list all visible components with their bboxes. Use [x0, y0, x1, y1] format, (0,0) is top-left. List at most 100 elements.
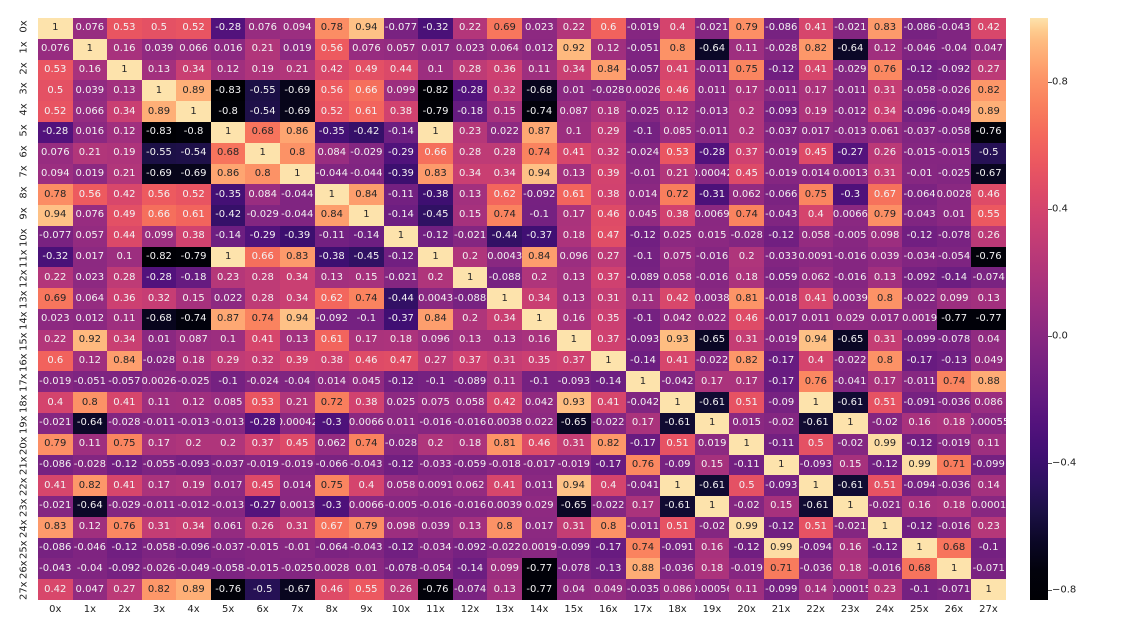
cell-10-8: -0.11 [315, 226, 350, 247]
cell-17-18: -0.042 [660, 371, 695, 392]
heatmap: 10.0760.530.50.52-0.280.0760.0940.780.94… [38, 18, 1006, 600]
cell-16-13: 0.31 [487, 351, 522, 372]
cell-13-14: 0.34 [522, 288, 557, 309]
cell-15-12: 0.13 [453, 330, 488, 351]
cell-0-18: 0.4 [660, 18, 695, 39]
cell-13-24: 0.8 [868, 288, 903, 309]
cell-7-7: 1 [280, 164, 315, 185]
cell-18-21: -0.09 [764, 392, 799, 413]
cell-7-9: -0.044 [349, 164, 384, 185]
cell-4-12: -0.18 [453, 101, 488, 122]
cell-14-26: -0.77 [937, 309, 972, 330]
cell-17-12: -0.089 [453, 371, 488, 392]
cell-3-24: 0.31 [868, 80, 903, 101]
cell-23-27: 0.0001 [971, 496, 1006, 517]
cell-10-0: -0.077 [38, 226, 73, 247]
cell-18-12: 0.058 [453, 392, 488, 413]
cell-17-5: -0.1 [211, 371, 246, 392]
cell-4-6: -0.54 [245, 101, 280, 122]
cell-17-11: -0.1 [418, 371, 453, 392]
cell-5-11: 1 [418, 122, 453, 143]
cell-14-2: 0.11 [107, 309, 142, 330]
cell-18-1: 0.8 [73, 392, 108, 413]
cell-3-10: 0.099 [384, 80, 419, 101]
cell-14-10: -0.37 [384, 309, 419, 330]
cell-2-9: 0.49 [349, 60, 384, 81]
cell-26-10: -0.078 [384, 558, 419, 579]
cell-2-27: 0.27 [971, 60, 1006, 81]
cell-13-2: 0.36 [107, 288, 142, 309]
cell-19-27: 0.00055 [971, 413, 1006, 434]
cell-15-27: 0.04 [971, 330, 1006, 351]
cell-11-23: -0.016 [833, 247, 868, 268]
cell-21-13: -0.018 [487, 455, 522, 476]
cell-6-10: -0.29 [384, 143, 419, 164]
cell-3-4: 0.89 [176, 80, 211, 101]
cell-27-6: -0.5 [245, 579, 280, 600]
cell-21-4: -0.093 [176, 455, 211, 476]
cell-23-4: -0.012 [176, 496, 211, 517]
cell-27-11: -0.76 [418, 579, 453, 600]
cell-6-2: 0.19 [107, 143, 142, 164]
cell-3-6: -0.55 [245, 80, 280, 101]
cell-18-4: 0.12 [176, 392, 211, 413]
cell-22-23: -0.61 [833, 475, 868, 496]
cell-6-6: 1 [245, 143, 280, 164]
cell-22-19: -0.61 [695, 475, 730, 496]
cell-14-20: 0.46 [729, 309, 764, 330]
cell-7-4: -0.69 [176, 164, 211, 185]
cell-6-13: 0.28 [487, 143, 522, 164]
cell-18-9: 0.38 [349, 392, 384, 413]
cell-22-4: 0.19 [176, 475, 211, 496]
cell-26-24: -0.016 [868, 558, 903, 579]
cell-10-18: 0.025 [660, 226, 695, 247]
cell-5-5: 1 [211, 122, 246, 143]
cell-24-5: 0.061 [211, 517, 246, 538]
cell-15-9: 0.17 [349, 330, 384, 351]
cell-1-25: -0.046 [902, 39, 937, 60]
cell-5-3: -0.83 [142, 122, 177, 143]
cell-21-22: -0.093 [799, 455, 834, 476]
x-tick-3: 3x [142, 600, 177, 624]
x-tick-19: 19x [695, 600, 730, 624]
cell-26-20: -0.019 [729, 558, 764, 579]
cell-0-1: 0.076 [73, 18, 108, 39]
cell-0-0: 1 [38, 18, 73, 39]
cell-27-27: 1 [971, 579, 1006, 600]
cell-10-9: -0.14 [349, 226, 384, 247]
cell-24-10: 0.098 [384, 517, 419, 538]
cell-9-7: -0.044 [280, 205, 315, 226]
cell-16-19: -0.022 [695, 351, 730, 372]
cell-14-0: 0.023 [38, 309, 73, 330]
cell-19-11: -0.016 [418, 413, 453, 434]
cell-22-15: 0.94 [557, 475, 592, 496]
cell-16-24: 0.8 [868, 351, 903, 372]
cell-1-24: 0.12 [868, 39, 903, 60]
cell-21-14: -0.017 [522, 455, 557, 476]
cell-21-27: -0.099 [971, 455, 1006, 476]
cell-7-21: -0.019 [764, 164, 799, 185]
cell-21-12: -0.059 [453, 455, 488, 476]
cell-27-2: 0.27 [107, 579, 142, 600]
cell-23-3: -0.011 [142, 496, 177, 517]
cell-11-14: 0.84 [522, 247, 557, 268]
cell-1-14: 0.012 [522, 39, 557, 60]
cell-3-17: 0.0026 [626, 80, 661, 101]
cell-25-0: -0.086 [38, 538, 73, 559]
cell-1-4: 0.066 [176, 39, 211, 60]
cell-7-23: 0.0013 [833, 164, 868, 185]
cell-19-12: -0.016 [453, 413, 488, 434]
cell-4-11: -0.79 [418, 101, 453, 122]
cell-20-26: -0.019 [937, 434, 972, 455]
cell-10-12: -0.021 [453, 226, 488, 247]
colorbar-mark-4 [1048, 590, 1052, 591]
cell-17-23: -0.041 [833, 371, 868, 392]
cell-11-2: 0.1 [107, 247, 142, 268]
cell-9-2: 0.49 [107, 205, 142, 226]
cell-21-10: -0.12 [384, 455, 419, 476]
cell-11-5: 1 [211, 247, 246, 268]
cell-8-10: -0.11 [384, 184, 419, 205]
cell-3-15: 0.01 [557, 80, 592, 101]
cell-19-23: 1 [833, 413, 868, 434]
cell-6-8: 0.084 [315, 143, 350, 164]
